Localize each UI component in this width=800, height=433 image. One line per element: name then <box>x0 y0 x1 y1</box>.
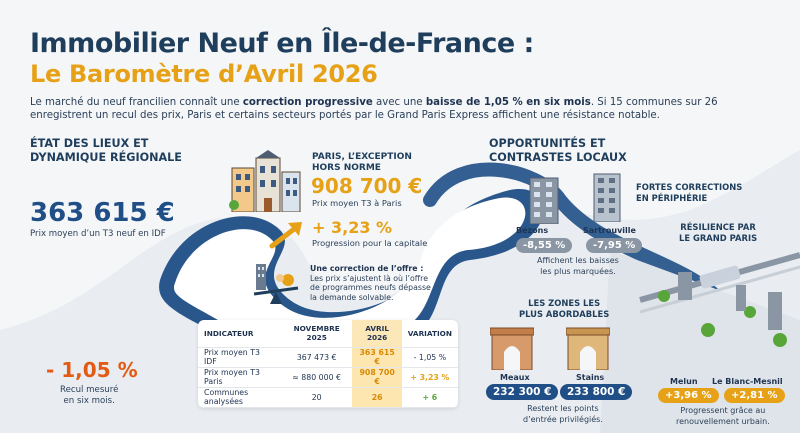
stains-name: Stains <box>576 373 605 382</box>
table-header: AVRIL 2026 <box>352 320 402 348</box>
table-cell: ≈ 880 000 € <box>280 367 353 388</box>
offer-correction-text: Une correction de l’offre : Les prix s’a… <box>310 264 431 302</box>
sartrouville-name: Sartrouville <box>583 226 636 235</box>
table-cell: + 3,23 % <box>401 367 458 388</box>
six-month-decline-label: Recul mesuré en six mois. <box>60 385 119 406</box>
le-blanc-mesnil-variation-badge: +2,81 % <box>724 388 785 403</box>
table-header: NOVEMBRE 2025 <box>280 320 353 348</box>
table-header-row: INDICATEUR NOVEMBRE 2025 AVRIL 2026 VARI… <box>198 320 458 348</box>
regional-section-title: ÉTAT DES LIEUX ET DYNAMIQUE RÉGIONALE <box>30 137 182 164</box>
page-subtitle: Le Baromètre d’Avril 2026 <box>30 60 378 88</box>
le-blanc-mesnil-name: Le Blanc-Mesnil <box>712 377 783 386</box>
table-row: Prix moyen T3 Paris ≈ 880 000 € 908 700 … <box>198 367 458 388</box>
page-title: Immobilier Neuf en Île-de-France : <box>30 28 534 59</box>
indicators-table: INDICATEUR NOVEMBRE 2025 AVRIL 2026 VARI… <box>198 320 458 408</box>
avg-price-idf-label: Prix moyen d’un T3 neuf en IDF <box>30 229 166 239</box>
paris-title: PARIS, L’EXCEPTION HORS NORME <box>312 152 412 173</box>
affordable-note: Restent les points d’entrée privilégiés. <box>523 404 603 424</box>
melun-name: Melun <box>670 377 698 386</box>
sartrouville-variation-badge: -7,95 % <box>586 238 643 253</box>
paris-buildings-illustration <box>229 150 301 212</box>
table-cell: 908 700 € <box>352 367 402 388</box>
table-cell: Prix moyen T3 IDF <box>198 347 281 368</box>
resilience-note: Progressent grâce au renouvellement urbai… <box>676 406 770 426</box>
melun-variation-badge: +3,96 % <box>658 388 719 403</box>
meaux-price-badge: 232 300 € <box>486 384 559 400</box>
bezons-building-icon <box>529 177 559 224</box>
meaux-arch-icon <box>490 327 534 370</box>
avg-price-idf: 363 615 € <box>30 198 175 228</box>
balance-scale-icon <box>253 264 299 304</box>
table-cell: + 6 <box>401 387 458 408</box>
paris-growth: + 3,23 % <box>312 218 393 237</box>
meaux-name: Meaux <box>500 373 530 382</box>
table-cell: 20 <box>280 387 353 408</box>
table-cell: - 1,05 % <box>401 347 458 368</box>
table-cell: 26 <box>352 387 402 408</box>
indicators-table-card: INDICATEUR NOVEMBRE 2025 AVRIL 2026 VARI… <box>198 320 458 408</box>
affordable-zones-title: LES ZONES LES PLUS ABORDABLES <box>519 298 610 319</box>
table-cell: 367 473 € <box>280 347 353 368</box>
table-cell: 363 615 € <box>352 347 402 368</box>
stains-price-badge: 233 800 € <box>560 384 633 400</box>
paris-price: 908 700 € <box>311 174 423 198</box>
paris-growth-label: Progression pour la capitale <box>312 238 428 248</box>
bezons-name: Bezons <box>516 226 549 235</box>
table-header: INDICATEUR <box>198 320 281 348</box>
grand-paris-resilience-title: RÉSILIENCE PAR LE GRAND PARIS <box>679 222 758 243</box>
peripheral-corrections-title: FORTES CORRECTIONS EN PÉRIPHÉRIE <box>636 182 743 203</box>
table-row: Communes analysées 20 26 + 6 <box>198 387 458 408</box>
table-row: Prix moyen T3 IDF 367 473 € 363 615 € - … <box>198 347 458 368</box>
table-cell: Communes analysées <box>198 387 281 408</box>
intro-paragraph: Le marché du neuf francilien connaît une… <box>30 97 718 121</box>
growth-arrow-icon <box>269 222 302 249</box>
local-section-title: OPPORTUNITÉS ET CONTRASTES LOCAUX <box>489 137 627 164</box>
table-cell: Prix moyen T3 Paris <box>198 367 281 388</box>
six-month-decline: - 1,05 % <box>46 358 138 382</box>
stains-arch-icon <box>566 327 610 370</box>
sartrouville-building-icon <box>593 173 621 222</box>
paris-price-label: Prix moyen T3 à Paris <box>312 198 402 208</box>
corrections-note: Affichent les baisses les plus marquées. <box>537 256 619 276</box>
bezons-variation-badge: -8,55 % <box>516 238 573 253</box>
table-header: VARIATION <box>401 320 458 348</box>
